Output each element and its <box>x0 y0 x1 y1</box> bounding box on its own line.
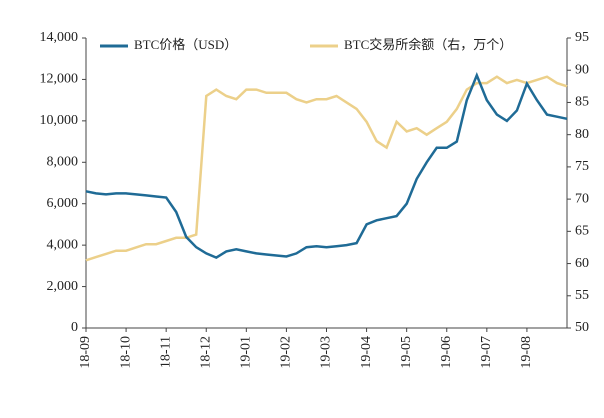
y-tick-label: 2,000 <box>47 279 79 294</box>
y2-tick-label: 65 <box>575 224 589 239</box>
y2-tick-label: 60 <box>575 256 589 271</box>
x-tick-label: 18-09 <box>78 336 93 369</box>
y2-tick-label: 90 <box>575 62 589 77</box>
legend-label: BTC价格（USD） <box>134 37 237 52</box>
x-tick-label: 19-05 <box>399 336 414 369</box>
y2-tick-label: 55 <box>575 288 589 303</box>
y-tick-label: 0 <box>71 320 78 335</box>
x-tick-label: 19-07 <box>479 336 494 369</box>
legend-label: BTC交易所余额（右，万个） <box>344 37 512 52</box>
y2-tick-label: 80 <box>575 127 589 142</box>
series-line <box>85 75 568 262</box>
y-tick-label: 6,000 <box>47 196 79 211</box>
x-tick-label: 19-08 <box>519 336 534 369</box>
y2-tick-label: 75 <box>575 159 589 174</box>
y2-tick-label: 70 <box>575 191 589 206</box>
y-tick-label: 12,000 <box>40 72 79 87</box>
y2-tick-label: 50 <box>575 320 589 335</box>
series-line <box>85 71 568 260</box>
y2-tick-label: 95 <box>575 30 589 45</box>
x-tick-label: 19-06 <box>439 336 454 369</box>
y-tick-label: 4,000 <box>47 237 79 252</box>
x-tick-label: 18-12 <box>198 336 213 369</box>
y-tick-label: 14,000 <box>40 30 79 45</box>
y-tick-label: 8,000 <box>47 155 79 170</box>
x-tick-label: 19-01 <box>239 336 254 369</box>
y-tick-label: 10,000 <box>40 113 79 128</box>
x-tick-label: 19-04 <box>359 336 374 369</box>
legend: BTC价格（USD） BTC交易所余额（右，万个） <box>100 37 512 52</box>
x-tick-label: 19-02 <box>279 336 294 369</box>
x-tick-label: 19-03 <box>319 336 334 369</box>
x-tick-label: 18-10 <box>118 336 133 369</box>
y2-tick-label: 85 <box>575 95 589 110</box>
x-tick-label: 18-11 <box>158 336 173 368</box>
